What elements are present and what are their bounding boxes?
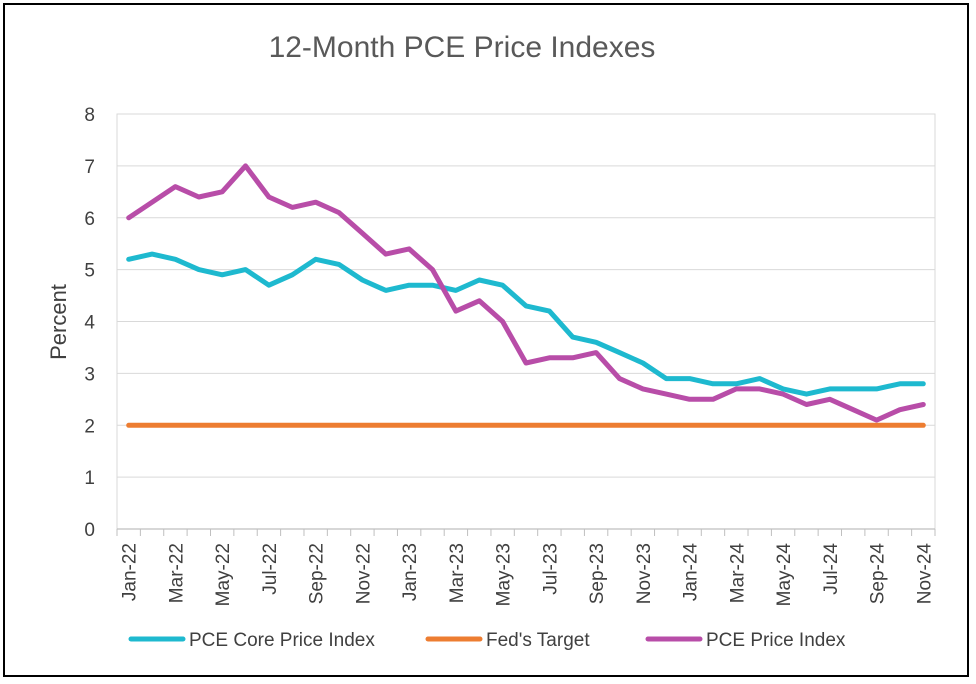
x-tick-label: Nov-24 [914,543,935,605]
y-tick-label: 5 [84,261,95,282]
x-tick-label: Jul-24 [821,543,842,595]
legend: PCE Core Price Index Fed's Target PCE Pric… [128,630,846,651]
y-axis-label: Percent [46,284,71,360]
chart-title: 12-Month PCE Price Indexes [269,31,656,64]
y-tick-label: 1 [84,468,95,489]
series-lines [126,163,926,428]
x-tick-label: Sep-23 [587,543,608,604]
x-tick-label: Mar-22 [166,543,187,603]
x-tick-label: Jul-22 [260,543,281,595]
x-tick-label: Nov-23 [634,543,655,604]
y-tick-label: 2 [84,416,95,437]
x-tick-label: Sep-24 [868,543,889,605]
x-tick-label: Nov-22 [353,543,374,604]
legend-label: PCE Price Index [706,630,846,651]
x-tick-label: Mar-23 [447,543,468,603]
y-axis-ticks: 0 1 2 3 4 5 6 7 8 [84,105,95,541]
series-line [126,251,926,397]
x-tick-label: Jul-23 [540,543,561,595]
legend-label: Fed's Target [486,630,590,651]
x-tick-label: Jan-24 [681,543,702,602]
x-tick-label: Mar-24 [727,543,748,604]
x-tick-label: Jan-23 [400,543,421,601]
y-tick-label: 0 [84,520,95,541]
x-tick-label: Sep-22 [307,543,328,604]
y-tick-label: 7 [84,157,95,178]
legend-label: PCE Core Price Index [189,630,375,651]
y-tick-label: 8 [84,105,95,126]
y-tick-label: 4 [84,313,95,334]
x-tick-label: May-23 [494,543,515,606]
chart-frame [3,3,969,677]
x-tick-label: May-22 [213,543,234,606]
x-tick-label: Jan-22 [120,543,141,601]
x-tick-label: May-24 [774,543,795,607]
y-tick-label: 3 [84,364,95,385]
y-tick-label: 6 [84,209,95,230]
x-axis-ticks: Jan-22 Mar-22 May-22 Jul-22 Sep-22 Nov-22 Jan-… [116,529,936,607]
series-line [126,163,926,423]
gridlines [116,113,936,530]
